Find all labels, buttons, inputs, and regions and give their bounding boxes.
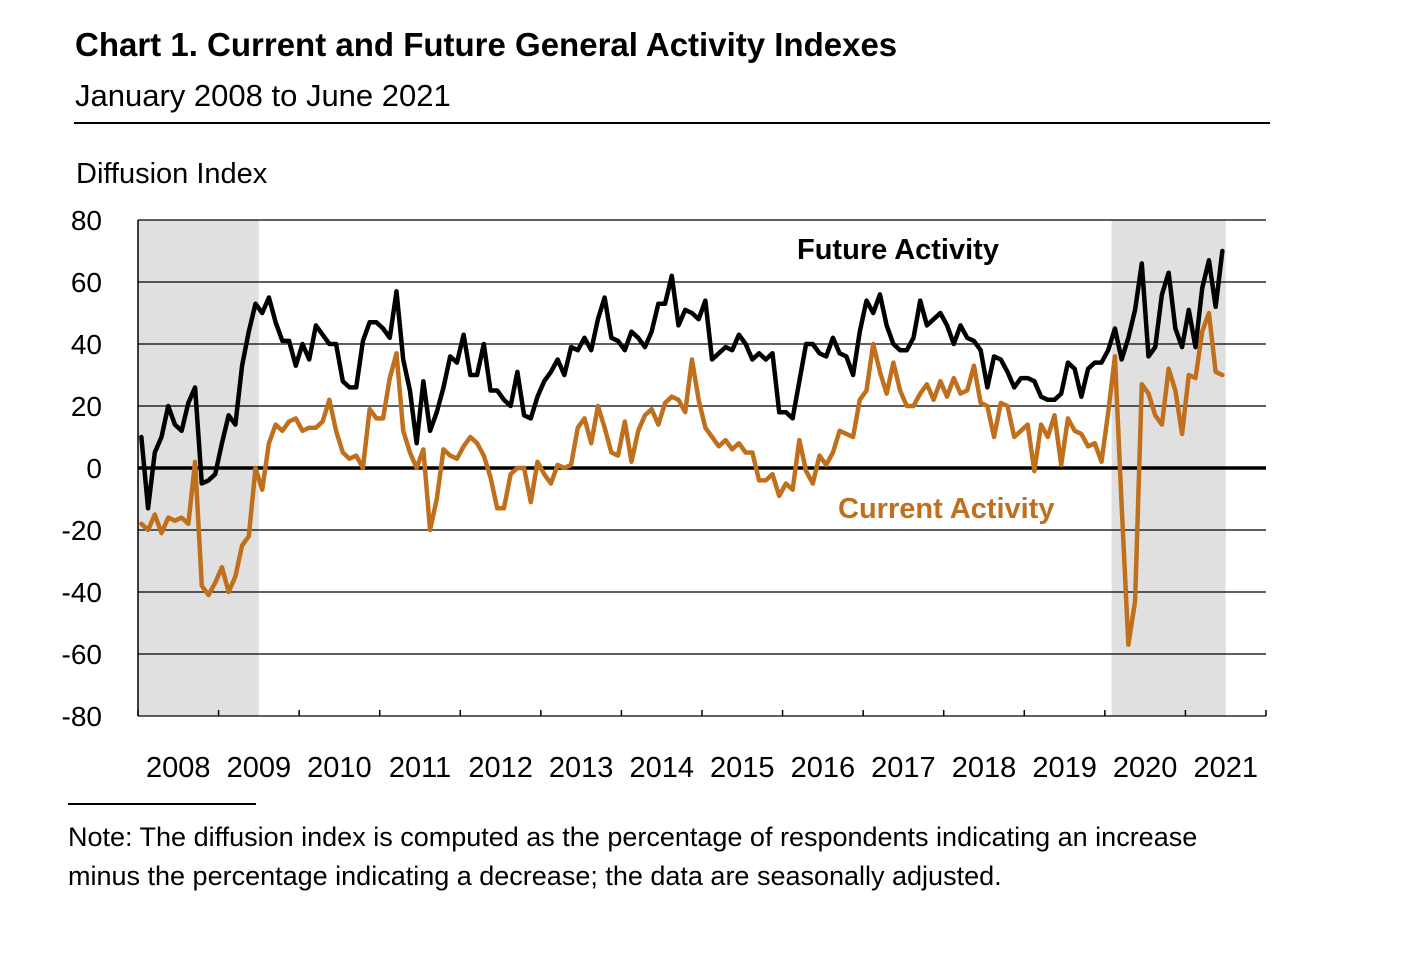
chart-title: Chart 1. Current and Future General Acti… xyxy=(75,26,898,63)
x-tick-labels: 2008 2009 2010 2011 2012 2013 2014 2015 2016 2017… xyxy=(137,710,1267,784)
x-tick-label: 2011 xyxy=(389,752,451,784)
y-tick-label: -60 xyxy=(62,639,102,670)
y-tick-label: 0 xyxy=(86,453,102,484)
footnote-divider xyxy=(68,803,256,805)
x-tick-label: 2008 xyxy=(146,752,211,784)
chart-note: Note: The diffusion index is computed as… xyxy=(68,822,1198,891)
y-tick-labels: 80 60 40 20 0 -20 -40 -60 -80 xyxy=(62,205,102,732)
x-tick-label: 2009 xyxy=(227,752,292,784)
y-axis-label: Diffusion Index xyxy=(76,158,268,190)
y-tick-label: -20 xyxy=(62,515,102,546)
chart-subtitle: January 2008 to June 2021 xyxy=(75,78,451,113)
series-label-future-activity: Future Activity xyxy=(797,234,999,266)
x-tick-label: 2015 xyxy=(710,752,775,784)
series-line-future-activity xyxy=(139,248,1225,511)
x-tick-label: 2014 xyxy=(629,752,694,784)
y-tick-label: 80 xyxy=(71,205,102,236)
x-tick-label: 2010 xyxy=(307,752,372,784)
y-tick-label: 20 xyxy=(71,391,102,422)
x-tick-label: 2018 xyxy=(952,752,1017,784)
y-tick-label: 40 xyxy=(71,329,102,360)
y-tick-label: -40 xyxy=(62,577,102,608)
title-divider xyxy=(74,122,1270,124)
x-tick-label: 2017 xyxy=(871,752,936,784)
series-label-current-activity: Current Activity xyxy=(838,493,1054,525)
x-tick-label: 2013 xyxy=(549,752,614,784)
x-tick-label: 2016 xyxy=(791,752,856,784)
y-tick-label: -80 xyxy=(62,701,102,732)
series-line-current-activity xyxy=(139,310,1225,647)
gridlines xyxy=(137,219,1266,717)
x-tick-label: 2012 xyxy=(468,752,533,784)
x-tick-label: 2020 xyxy=(1113,752,1178,784)
x-tick-label: 2021 xyxy=(1193,752,1258,784)
y-tick-label: 60 xyxy=(71,267,102,298)
series-layer xyxy=(139,248,1225,647)
x-tick-label: 2019 xyxy=(1032,752,1097,784)
